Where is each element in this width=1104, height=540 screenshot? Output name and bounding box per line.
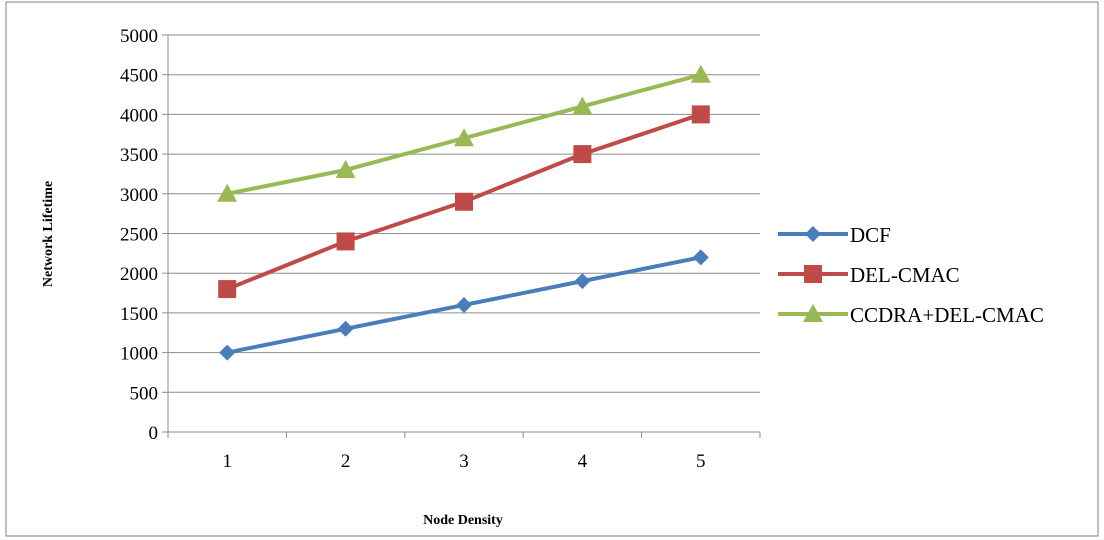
y-tick-label: 1000 (120, 344, 158, 365)
data-point (691, 105, 710, 124)
y-tick-label: 3000 (120, 185, 158, 206)
y-axis-title: Network Lifetime (41, 181, 56, 287)
data-point (574, 273, 591, 290)
legend-entry: DCF (778, 223, 891, 247)
data-point (455, 192, 473, 211)
legend-marker (805, 226, 821, 242)
data-point (336, 232, 355, 251)
legend: DCF DEL-CMAC CCDRA+DEL-CMAC (778, 223, 1044, 327)
axes (162, 34, 761, 438)
y-tick-label: 0 (149, 423, 159, 444)
x-tick-label: 2 (341, 451, 351, 472)
y-tick-label: 1500 (120, 304, 158, 325)
chart-frame (5, 1, 1099, 537)
data-point (217, 183, 238, 202)
series-ccdra-del-cmac (217, 64, 711, 202)
y-tick-label: 3500 (120, 145, 158, 166)
legend-label: DEL-CMAC (850, 263, 960, 287)
legend-entry: CCDRA+DEL-CMAC (778, 303, 1044, 327)
gridlines (168, 34, 760, 393)
data-point (454, 128, 474, 147)
data-point (573, 145, 592, 164)
y-tick-label: 4500 (120, 66, 158, 87)
x-axis-title: Node Density (423, 513, 503, 528)
series-dcf (219, 249, 709, 361)
legend-label: DCF (850, 223, 891, 247)
data-point (335, 159, 356, 178)
data-point (692, 249, 709, 266)
y-tick-label: 5000 (120, 26, 158, 47)
data-point (218, 280, 237, 299)
legend-marker (803, 304, 823, 322)
legend-label: CCDRA+DEL-CMAC (850, 303, 1044, 327)
x-tick-label: 4 (578, 451, 588, 472)
data-point (572, 96, 593, 115)
y-tick-label: 500 (130, 383, 159, 404)
x-tick-label: 5 (696, 451, 706, 472)
x-tick-label: 3 (459, 451, 469, 472)
data-series (217, 64, 711, 361)
y-tick-label: 2500 (120, 225, 158, 246)
data-point (219, 344, 236, 361)
series-del-cmac (218, 105, 710, 299)
data-point (690, 64, 711, 83)
legend-marker (804, 265, 822, 283)
legend-entry: DEL-CMAC (778, 263, 960, 287)
y-tick-label: 2000 (120, 264, 158, 285)
y-tick-labels: 0 500 1000 1500 2000 2500 3000 3500 4000 4500 5000 (120, 26, 158, 444)
y-tick-label: 4000 (120, 105, 158, 126)
x-tick-label: 1 (222, 451, 232, 472)
data-point (337, 320, 354, 337)
x-tick-labels: 1 2 3 4 5 (222, 451, 705, 472)
data-point (456, 296, 472, 313)
